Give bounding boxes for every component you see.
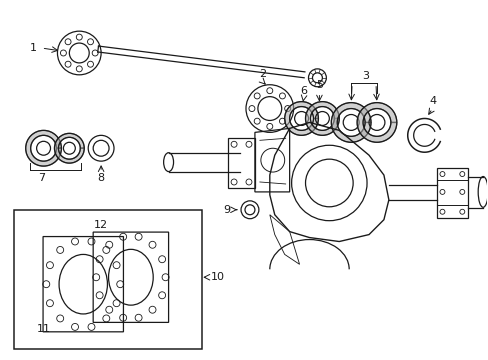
Text: 3: 3 [362,71,369,81]
Text: 4: 4 [428,96,435,105]
Text: 8: 8 [97,173,104,183]
Polygon shape [305,102,339,135]
Polygon shape [356,103,396,142]
Text: 7: 7 [38,173,45,183]
Bar [14,210,202,349]
Text: 2: 2 [259,69,266,79]
Text: 6: 6 [300,86,306,96]
Text: 5: 5 [315,80,322,90]
Text: 1: 1 [30,43,37,53]
Text: 12: 12 [94,220,108,230]
Polygon shape [54,133,84,163]
Polygon shape [331,103,370,142]
Polygon shape [26,130,61,166]
Polygon shape [284,102,318,135]
Text: 11: 11 [37,324,50,334]
Text: 9: 9 [223,205,230,215]
Text: 10: 10 [211,272,225,282]
